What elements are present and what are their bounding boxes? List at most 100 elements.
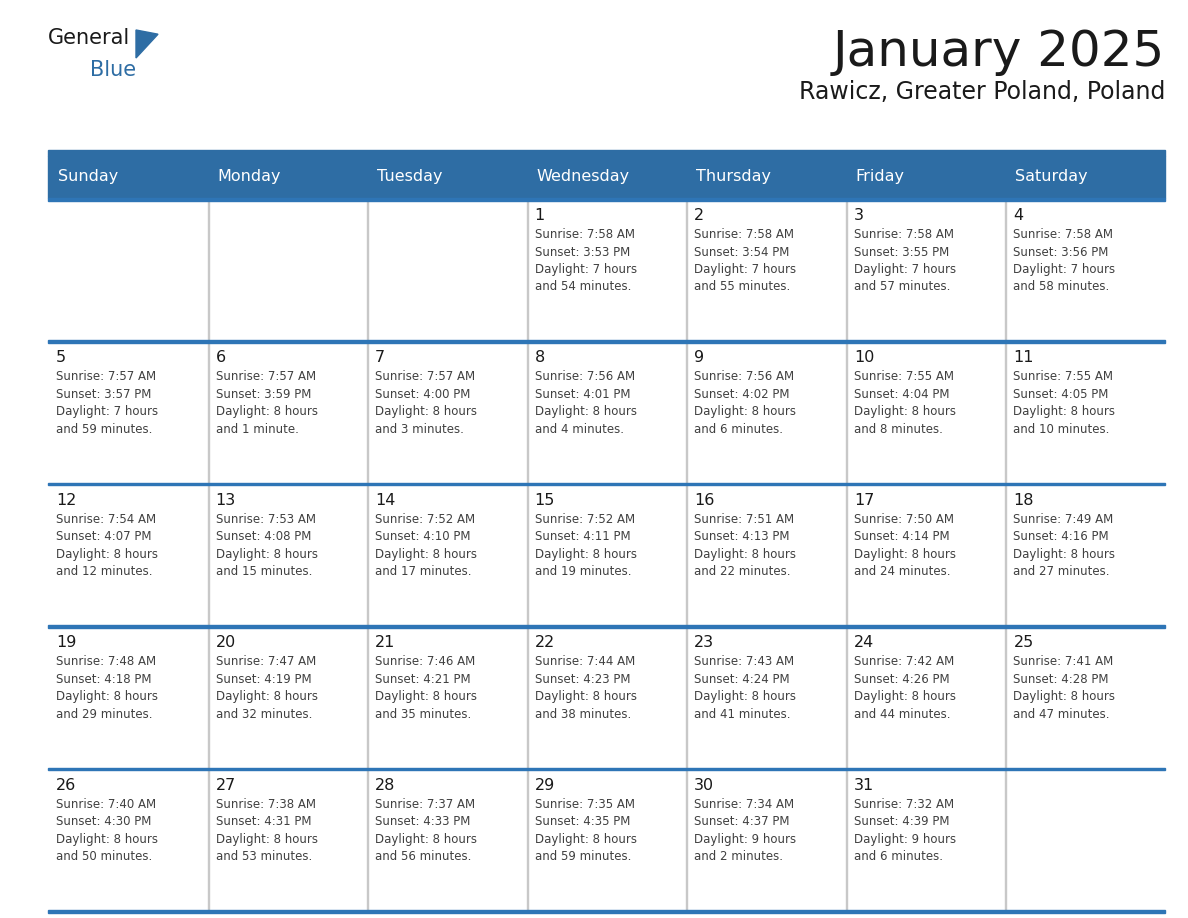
Text: Sunrise: 7:52 AM
Sunset: 4:10 PM
Daylight: 8 hours
and 17 minutes.: Sunrise: 7:52 AM Sunset: 4:10 PM Dayligh… bbox=[375, 513, 478, 578]
Text: Sunrise: 7:35 AM
Sunset: 4:35 PM
Daylight: 8 hours
and 59 minutes.: Sunrise: 7:35 AM Sunset: 4:35 PM Dayligh… bbox=[535, 798, 637, 863]
Text: Sunrise: 7:51 AM
Sunset: 4:13 PM
Daylight: 8 hours
and 22 minutes.: Sunrise: 7:51 AM Sunset: 4:13 PM Dayligh… bbox=[694, 513, 796, 578]
Bar bbox=[48, 343, 208, 483]
Text: Thursday: Thursday bbox=[696, 170, 771, 185]
Bar bbox=[208, 628, 367, 767]
Text: 20: 20 bbox=[215, 635, 236, 650]
Bar bbox=[48, 910, 1165, 913]
Text: Sunrise: 7:54 AM
Sunset: 4:07 PM
Daylight: 8 hours
and 12 minutes.: Sunrise: 7:54 AM Sunset: 4:07 PM Dayligh… bbox=[56, 513, 158, 578]
Bar bbox=[1005, 770, 1165, 910]
Bar bbox=[208, 770, 367, 910]
Text: Sunrise: 7:37 AM
Sunset: 4:33 PM
Daylight: 8 hours
and 56 minutes.: Sunrise: 7:37 AM Sunset: 4:33 PM Dayligh… bbox=[375, 798, 478, 863]
Bar bbox=[48, 483, 1165, 486]
Text: 28: 28 bbox=[375, 778, 396, 792]
Bar bbox=[48, 156, 1165, 198]
Bar bbox=[526, 770, 687, 910]
Bar bbox=[846, 200, 1005, 341]
Text: 25: 25 bbox=[1013, 635, 1034, 650]
Text: Sunrise: 7:55 AM
Sunset: 4:04 PM
Daylight: 8 hours
and 8 minutes.: Sunrise: 7:55 AM Sunset: 4:04 PM Dayligh… bbox=[854, 370, 956, 436]
Text: Sunrise: 7:53 AM
Sunset: 4:08 PM
Daylight: 8 hours
and 15 minutes.: Sunrise: 7:53 AM Sunset: 4:08 PM Dayligh… bbox=[215, 513, 317, 578]
Bar bbox=[687, 486, 846, 625]
Text: Monday: Monday bbox=[217, 170, 282, 185]
Bar bbox=[846, 343, 1005, 483]
Text: 30: 30 bbox=[694, 778, 714, 792]
Bar bbox=[48, 341, 1165, 343]
Text: 13: 13 bbox=[215, 493, 236, 508]
Bar bbox=[208, 343, 367, 483]
Text: Sunrise: 7:40 AM
Sunset: 4:30 PM
Daylight: 8 hours
and 50 minutes.: Sunrise: 7:40 AM Sunset: 4:30 PM Dayligh… bbox=[56, 798, 158, 863]
Text: 21: 21 bbox=[375, 635, 396, 650]
Text: 5: 5 bbox=[56, 351, 67, 365]
Text: 3: 3 bbox=[854, 208, 864, 223]
Text: Friday: Friday bbox=[855, 170, 905, 185]
Bar bbox=[687, 200, 846, 341]
Text: Tuesday: Tuesday bbox=[377, 170, 443, 185]
Bar bbox=[526, 343, 687, 483]
Text: 26: 26 bbox=[56, 778, 76, 792]
Text: 27: 27 bbox=[215, 778, 236, 792]
Text: 22: 22 bbox=[535, 635, 555, 650]
Bar bbox=[48, 770, 208, 910]
Text: Sunrise: 7:47 AM
Sunset: 4:19 PM
Daylight: 8 hours
and 32 minutes.: Sunrise: 7:47 AM Sunset: 4:19 PM Dayligh… bbox=[215, 655, 317, 721]
Bar bbox=[687, 343, 846, 483]
Text: Sunrise: 7:41 AM
Sunset: 4:28 PM
Daylight: 8 hours
and 47 minutes.: Sunrise: 7:41 AM Sunset: 4:28 PM Dayligh… bbox=[1013, 655, 1116, 721]
Text: 29: 29 bbox=[535, 778, 555, 792]
Text: Sunrise: 7:44 AM
Sunset: 4:23 PM
Daylight: 8 hours
and 38 minutes.: Sunrise: 7:44 AM Sunset: 4:23 PM Dayligh… bbox=[535, 655, 637, 721]
Bar bbox=[1005, 628, 1165, 767]
Bar bbox=[48, 486, 208, 625]
Text: Sunrise: 7:58 AM
Sunset: 3:54 PM
Daylight: 7 hours
and 55 minutes.: Sunrise: 7:58 AM Sunset: 3:54 PM Dayligh… bbox=[694, 228, 796, 294]
Text: 10: 10 bbox=[854, 351, 874, 365]
Text: 17: 17 bbox=[854, 493, 874, 508]
Bar bbox=[1005, 200, 1165, 341]
Polygon shape bbox=[135, 30, 158, 58]
Text: Sunrise: 7:43 AM
Sunset: 4:24 PM
Daylight: 8 hours
and 41 minutes.: Sunrise: 7:43 AM Sunset: 4:24 PM Dayligh… bbox=[694, 655, 796, 721]
Text: Sunrise: 7:58 AM
Sunset: 3:56 PM
Daylight: 7 hours
and 58 minutes.: Sunrise: 7:58 AM Sunset: 3:56 PM Dayligh… bbox=[1013, 228, 1116, 294]
Bar bbox=[367, 343, 526, 483]
Text: 6: 6 bbox=[215, 351, 226, 365]
Bar bbox=[48, 198, 1165, 200]
Bar bbox=[687, 628, 846, 767]
Text: January 2025: January 2025 bbox=[833, 28, 1165, 76]
Bar bbox=[846, 486, 1005, 625]
Text: Sunrise: 7:57 AM
Sunset: 3:57 PM
Daylight: 7 hours
and 59 minutes.: Sunrise: 7:57 AM Sunset: 3:57 PM Dayligh… bbox=[56, 370, 158, 436]
Text: 7: 7 bbox=[375, 351, 385, 365]
Text: Sunrise: 7:48 AM
Sunset: 4:18 PM
Daylight: 8 hours
and 29 minutes.: Sunrise: 7:48 AM Sunset: 4:18 PM Dayligh… bbox=[56, 655, 158, 721]
Text: 1: 1 bbox=[535, 208, 545, 223]
Text: Wednesday: Wednesday bbox=[537, 170, 630, 185]
Text: 8: 8 bbox=[535, 351, 545, 365]
Text: Sunrise: 7:32 AM
Sunset: 4:39 PM
Daylight: 9 hours
and 6 minutes.: Sunrise: 7:32 AM Sunset: 4:39 PM Dayligh… bbox=[854, 798, 956, 863]
Bar bbox=[526, 200, 687, 341]
Text: 19: 19 bbox=[56, 635, 76, 650]
Bar bbox=[526, 486, 687, 625]
Text: Sunday: Sunday bbox=[58, 170, 119, 185]
Text: Sunrise: 7:42 AM
Sunset: 4:26 PM
Daylight: 8 hours
and 44 minutes.: Sunrise: 7:42 AM Sunset: 4:26 PM Dayligh… bbox=[854, 655, 956, 721]
Bar bbox=[367, 200, 526, 341]
Text: Sunrise: 7:52 AM
Sunset: 4:11 PM
Daylight: 8 hours
and 19 minutes.: Sunrise: 7:52 AM Sunset: 4:11 PM Dayligh… bbox=[535, 513, 637, 578]
Bar bbox=[208, 486, 367, 625]
Bar bbox=[48, 767, 1165, 770]
Text: 12: 12 bbox=[56, 493, 76, 508]
Text: Saturday: Saturday bbox=[1016, 170, 1088, 185]
Bar bbox=[48, 200, 208, 341]
Text: Sunrise: 7:49 AM
Sunset: 4:16 PM
Daylight: 8 hours
and 27 minutes.: Sunrise: 7:49 AM Sunset: 4:16 PM Dayligh… bbox=[1013, 513, 1116, 578]
Text: Sunrise: 7:56 AM
Sunset: 4:02 PM
Daylight: 8 hours
and 6 minutes.: Sunrise: 7:56 AM Sunset: 4:02 PM Dayligh… bbox=[694, 370, 796, 436]
Text: Sunrise: 7:38 AM
Sunset: 4:31 PM
Daylight: 8 hours
and 53 minutes.: Sunrise: 7:38 AM Sunset: 4:31 PM Dayligh… bbox=[215, 798, 317, 863]
Text: Sunrise: 7:58 AM
Sunset: 3:53 PM
Daylight: 7 hours
and 54 minutes.: Sunrise: 7:58 AM Sunset: 3:53 PM Dayligh… bbox=[535, 228, 637, 294]
Text: 24: 24 bbox=[854, 635, 874, 650]
Bar bbox=[208, 200, 367, 341]
Bar bbox=[48, 628, 208, 767]
Text: 23: 23 bbox=[694, 635, 714, 650]
Bar bbox=[367, 628, 526, 767]
Text: Sunrise: 7:46 AM
Sunset: 4:21 PM
Daylight: 8 hours
and 35 minutes.: Sunrise: 7:46 AM Sunset: 4:21 PM Dayligh… bbox=[375, 655, 478, 721]
Text: Blue: Blue bbox=[90, 60, 137, 80]
Bar bbox=[526, 628, 687, 767]
Bar bbox=[367, 770, 526, 910]
Bar bbox=[48, 625, 1165, 628]
Bar bbox=[367, 486, 526, 625]
Bar bbox=[846, 628, 1005, 767]
Text: 14: 14 bbox=[375, 493, 396, 508]
Text: 31: 31 bbox=[854, 778, 874, 792]
Text: 2: 2 bbox=[694, 208, 704, 223]
Bar bbox=[1005, 486, 1165, 625]
Text: 9: 9 bbox=[694, 351, 704, 365]
Text: General: General bbox=[48, 28, 131, 48]
